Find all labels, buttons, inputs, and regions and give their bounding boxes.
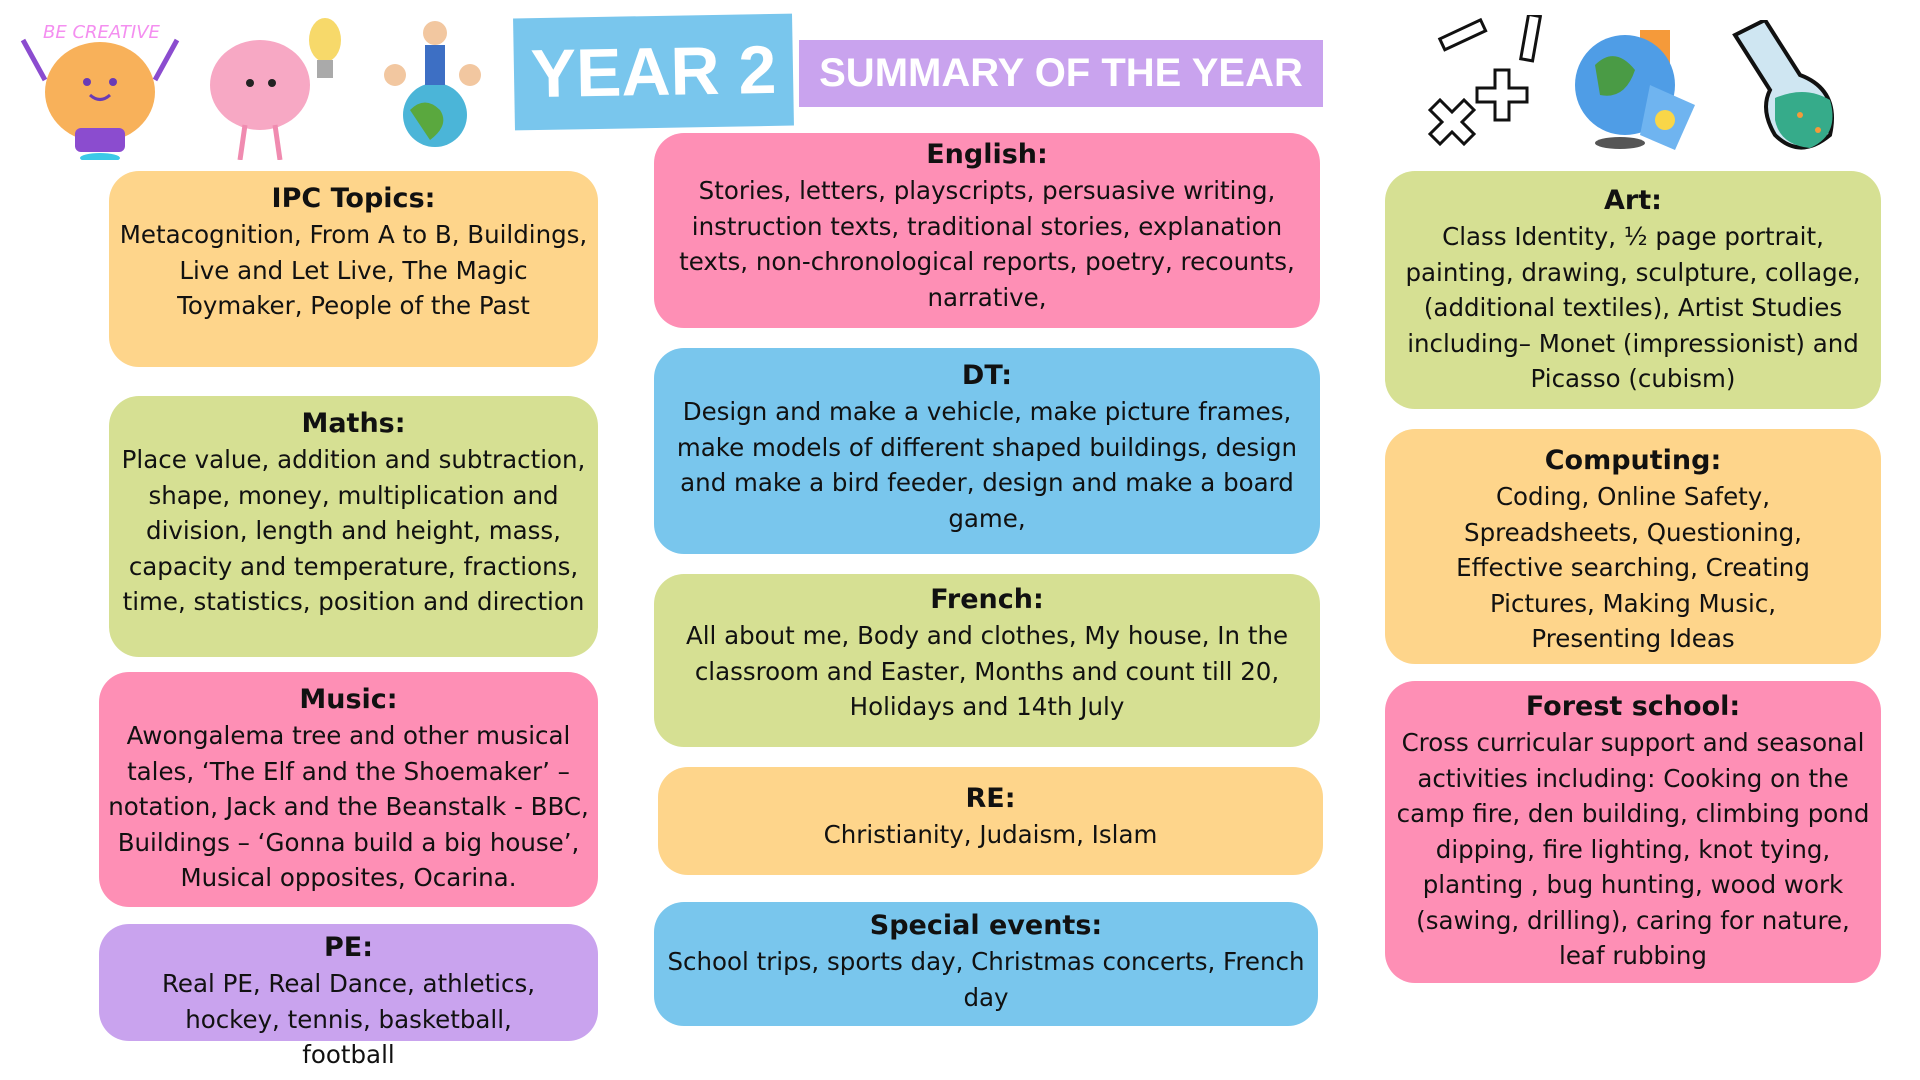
re-card: RE: Christianity, Judaism, Islam: [658, 767, 1323, 875]
sticker-text: BE CREATIVE: [43, 22, 161, 43]
music-title: Music:: [299, 684, 398, 715]
computing-body: Coding, Online Safety, Spreadsheets, Que…: [1456, 482, 1810, 653]
pe-title: PE:: [323, 932, 374, 963]
ipc-topics-body: Metacognition, From A to B, Buildings, L…: [119, 220, 588, 320]
dt-card: DT: Design and make a vehicle, make pict…: [654, 348, 1320, 554]
special-events-card: Special events: School trips, sports day…: [654, 902, 1318, 1026]
forest-school-title: Forest school:: [1525, 691, 1741, 722]
french-title: French:: [930, 584, 1044, 615]
forest-school-body: Cross curricular support and seasonal ac…: [1396, 728, 1870, 970]
globe-icon: [1575, 30, 1695, 150]
ipc-topics-card: IPC Topics: Metacognition, From A to B, …: [109, 171, 598, 367]
maths-body: Place value, addition and subtraction, s…: [121, 445, 586, 616]
children-globe-icon: [384, 21, 481, 147]
computing-card: Computing: Coding, Online Safety, Spread…: [1385, 429, 1881, 664]
page-title: YEAR 2: [513, 13, 794, 131]
music-body: Awongalema tree and other musical tales,…: [108, 721, 589, 892]
pe-body: Real PE, Real Dance, athletics, hockey, …: [161, 969, 536, 1069]
maths-title: Maths:: [301, 408, 406, 439]
english-title: English:: [926, 139, 1048, 170]
math-symbols-icon: [1427, 15, 1543, 147]
special-events-body: School trips, sports day, Christmas conc…: [667, 947, 1305, 1012]
forest-school-card: Forest school: Cross curricular support …: [1385, 681, 1881, 983]
pe-card: PE: Real PE, Real Dance, athletics, hock…: [99, 924, 598, 1069]
page-subtitle: SUMMARY OF THE YEAR: [799, 40, 1323, 107]
flask-icon: [1732, 20, 1834, 150]
ipc-topics-title: IPC Topics:: [271, 183, 436, 214]
maths-card: Maths: Place value, addition and subtrac…: [109, 396, 598, 657]
art-title: Art:: [1604, 185, 1662, 216]
music-card: Music: Awongalema tree and other musical…: [99, 672, 598, 907]
art-card: Art: Class Identity, ½ page portrait, pa…: [1385, 171, 1881, 409]
english-card: English: Stories, letters, playscripts, …: [654, 133, 1320, 328]
special-events-title: Special events:: [869, 910, 1103, 941]
dt-title: DT:: [961, 360, 1013, 391]
french-body: All about me, Body and clothes, My house…: [685, 621, 1289, 721]
dt-body: Design and make a vehicle, make picture …: [676, 397, 1298, 533]
re-title: RE:: [965, 783, 1016, 814]
french-card: French: All about me, Body and clothes, …: [654, 574, 1320, 747]
re-body: Christianity, Judaism, Islam: [823, 820, 1158, 849]
computing-title: Computing:: [1544, 445, 1722, 476]
brain-icon: [210, 18, 341, 160]
english-body: Stories, letters, playscripts, persuasiv…: [679, 176, 1295, 312]
lightbulb-creative-icon: BE CREATIVE: [20, 22, 180, 160]
art-body: Class Identity, ½ page portrait, paintin…: [1405, 222, 1861, 393]
